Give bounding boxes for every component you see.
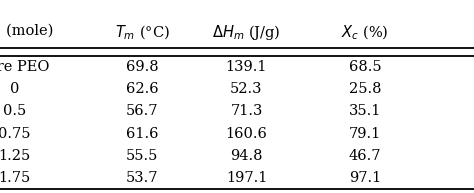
Text: 53.7: 53.7	[126, 171, 158, 185]
Text: 71.3: 71.3	[230, 104, 263, 119]
Text: 0.5: 0.5	[2, 104, 26, 119]
Text: $X_c$ (%): $X_c$ (%)	[341, 23, 389, 41]
Text: 62.6: 62.6	[126, 82, 158, 96]
Text: 56.7: 56.7	[126, 104, 158, 119]
Text: (X), (mole): (X), (mole)	[0, 23, 54, 37]
Text: 55.5: 55.5	[126, 149, 158, 163]
Text: 94.8: 94.8	[230, 149, 263, 163]
Text: 0: 0	[9, 82, 19, 96]
Text: 197.1: 197.1	[226, 171, 267, 185]
Text: 139.1: 139.1	[226, 60, 267, 74]
Text: 52.3: 52.3	[230, 82, 263, 96]
Text: 68.5: 68.5	[349, 60, 381, 74]
Text: 35.1: 35.1	[349, 104, 381, 119]
Text: 97.1: 97.1	[349, 171, 381, 185]
Text: $T_m$ (°C): $T_m$ (°C)	[115, 23, 170, 41]
Text: 79.1: 79.1	[349, 127, 381, 141]
Text: 25.8: 25.8	[349, 82, 381, 96]
Text: 1.25: 1.25	[0, 149, 30, 163]
Text: 61.6: 61.6	[126, 127, 158, 141]
Text: 160.6: 160.6	[226, 127, 267, 141]
Text: 1.75: 1.75	[0, 171, 30, 185]
Text: 0.75: 0.75	[0, 127, 30, 141]
Text: $\Delta H_m$ (J/g): $\Delta H_m$ (J/g)	[212, 23, 281, 42]
Text: 46.7: 46.7	[349, 149, 381, 163]
Text: 69.8: 69.8	[126, 60, 158, 74]
Text: pure PEO: pure PEO	[0, 60, 50, 74]
